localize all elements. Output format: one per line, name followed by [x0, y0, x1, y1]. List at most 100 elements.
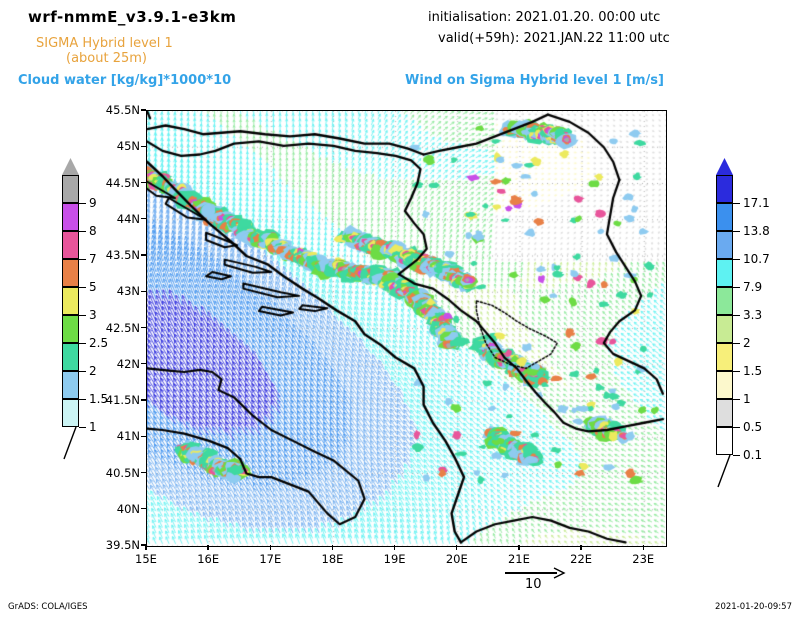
colorbar-segment [62, 259, 79, 287]
colorbar-tick-label: 2.5 [89, 336, 109, 350]
cloud-water-colorbar: 9 8 7 5 3 2.5 2 1.5 1 [62, 158, 108, 485]
colorbar-upper-arrow [62, 158, 79, 175]
x-axis-tick-label: 17E [259, 552, 282, 566]
x-axis-tick [393, 545, 396, 550]
x-axis-tick [145, 545, 147, 550]
colorbar-tick [79, 231, 86, 233]
y-axis-tick-label: 43N [116, 284, 140, 299]
colorbar-tick [79, 315, 86, 317]
x-axis-tick [456, 545, 458, 550]
colorbar-segment [716, 203, 733, 231]
colorbar-tick-label: 1 [743, 392, 751, 406]
x-axis-tick-label: 23E [632, 552, 655, 566]
colorbar-segment [716, 399, 733, 427]
colorbar-tick [733, 259, 740, 261]
colorbar-segment [716, 231, 733, 259]
colorbar-tick [79, 287, 86, 289]
colorbar-tick-label: 10.7 [743, 252, 770, 266]
colorbar-lower-tail [717, 455, 731, 488]
y-axis-tick-label: 39.5N [105, 538, 140, 552]
x-axis-tick-label: 16E [197, 552, 220, 566]
y-axis-tick-label: 44.5N [105, 175, 140, 190]
colorbar-tick [79, 343, 86, 345]
colorbar-tick-label: 1 [89, 420, 97, 434]
footer-attribution: GrADS: COLA/IGES [8, 602, 88, 612]
y-axis-tick-label: 45.5N [105, 103, 140, 117]
colorbar-tick-label: 2 [89, 364, 97, 378]
reference-vector: 10 [505, 567, 566, 592]
y-axis-tick [141, 109, 146, 111]
y-axis-tick-label: 44N [116, 211, 140, 226]
colorbar-tick-label: 7 [89, 252, 97, 266]
map-plot-area[interactable] [146, 110, 667, 547]
x-axis-tick-label: 22E [570, 552, 593, 566]
colorbar-upper-arrow [716, 158, 733, 175]
x-axis-tick [642, 545, 644, 550]
y-axis-tick-label: 42N [116, 356, 140, 371]
y-axis-tick [141, 218, 146, 220]
colorbar-tick [733, 427, 740, 429]
colorbar-tick-label: 3.3 [743, 308, 763, 322]
reference-vector-shaft [505, 572, 557, 574]
x-axis-tick-label: 20E [445, 552, 468, 566]
footer-timestamp: 2021-01-20-09:57 [715, 602, 792, 612]
colorbar-segment [716, 175, 733, 203]
y-axis-tick [141, 508, 146, 510]
x-axis-tick [580, 545, 582, 550]
x-axis-tick-label: 21E [507, 552, 530, 566]
colorbar-tick [733, 455, 740, 457]
colorbar-tick-label: 0.5 [743, 420, 763, 434]
x-axis-tick [207, 545, 209, 550]
y-axis-tick [141, 435, 146, 437]
wind-speed-colorbar: 17.1 13.8 10.7 7.9 3.3 2 1.5 1 0.5 0.1 [716, 158, 770, 513]
vector-field-label: Wind on Sigma Hybrid level 1 [m/s] [405, 73, 664, 88]
y-axis-tick-label: 42.5N [105, 320, 140, 335]
colorbar-tick [79, 259, 86, 261]
colorbar-tick [733, 371, 740, 373]
colorbar-tick-label: 2 [743, 336, 751, 350]
colorbar-tick-label: 8 [89, 224, 97, 238]
colorbar-segment [62, 203, 79, 231]
colorbar-tick [733, 231, 740, 233]
colorbar-tick-label: 13.8 [743, 224, 770, 238]
colorbar-segment [62, 399, 79, 427]
colorbar-tick [733, 287, 740, 289]
y-axis-tick [141, 326, 146, 329]
colorbar-tick [79, 203, 86, 205]
colorbar-tick-label: 1.5 [743, 364, 763, 378]
colorbar-tick-label: 9 [89, 196, 97, 210]
y-axis-tick [141, 544, 146, 546]
colorbar-segment [716, 343, 733, 371]
x-axis-tick-label: 19E [383, 552, 406, 566]
colorbar-segment [62, 287, 79, 315]
y-axis-tick [141, 363, 146, 365]
colorbar-segment [716, 287, 733, 315]
y-axis-tick [141, 399, 146, 401]
colorbar-tick-label: 1.5 [89, 392, 109, 406]
x-axis-tick [331, 545, 334, 550]
y-axis-tick [141, 181, 146, 184]
colorbar-segment [716, 259, 733, 287]
y-axis-tick-label: 41N [116, 429, 140, 444]
colorbar-tick-label: 3 [89, 308, 97, 322]
reference-vector-label: 10 [525, 577, 542, 592]
colorbar-tick-label: 0.1 [743, 448, 763, 462]
x-axis-tick [518, 545, 520, 550]
y-axis-tick [141, 254, 146, 256]
colorbar-tick [733, 343, 740, 345]
colorbar-segment [716, 371, 733, 399]
colorbar-segment [62, 231, 79, 259]
x-axis-tick [269, 545, 271, 550]
weather-map-canvas [147, 111, 666, 546]
colorbar-tick-label: 5 [89, 280, 97, 294]
colorbar-segment [62, 315, 79, 343]
colorbar-tick [79, 427, 86, 429]
y-axis-tick [141, 471, 146, 474]
level-label-line-1: SIGMA Hybrid level 1 [36, 36, 173, 51]
reference-vector-arrowhead [553, 567, 566, 579]
colorbar-segment [716, 315, 733, 343]
colorbar-tick [79, 371, 86, 373]
colorbar-segment [716, 427, 733, 455]
initialisation-time: initialisation: 2021.01.20. 00:00 utc [428, 10, 661, 25]
colorbar-tick [733, 399, 740, 401]
